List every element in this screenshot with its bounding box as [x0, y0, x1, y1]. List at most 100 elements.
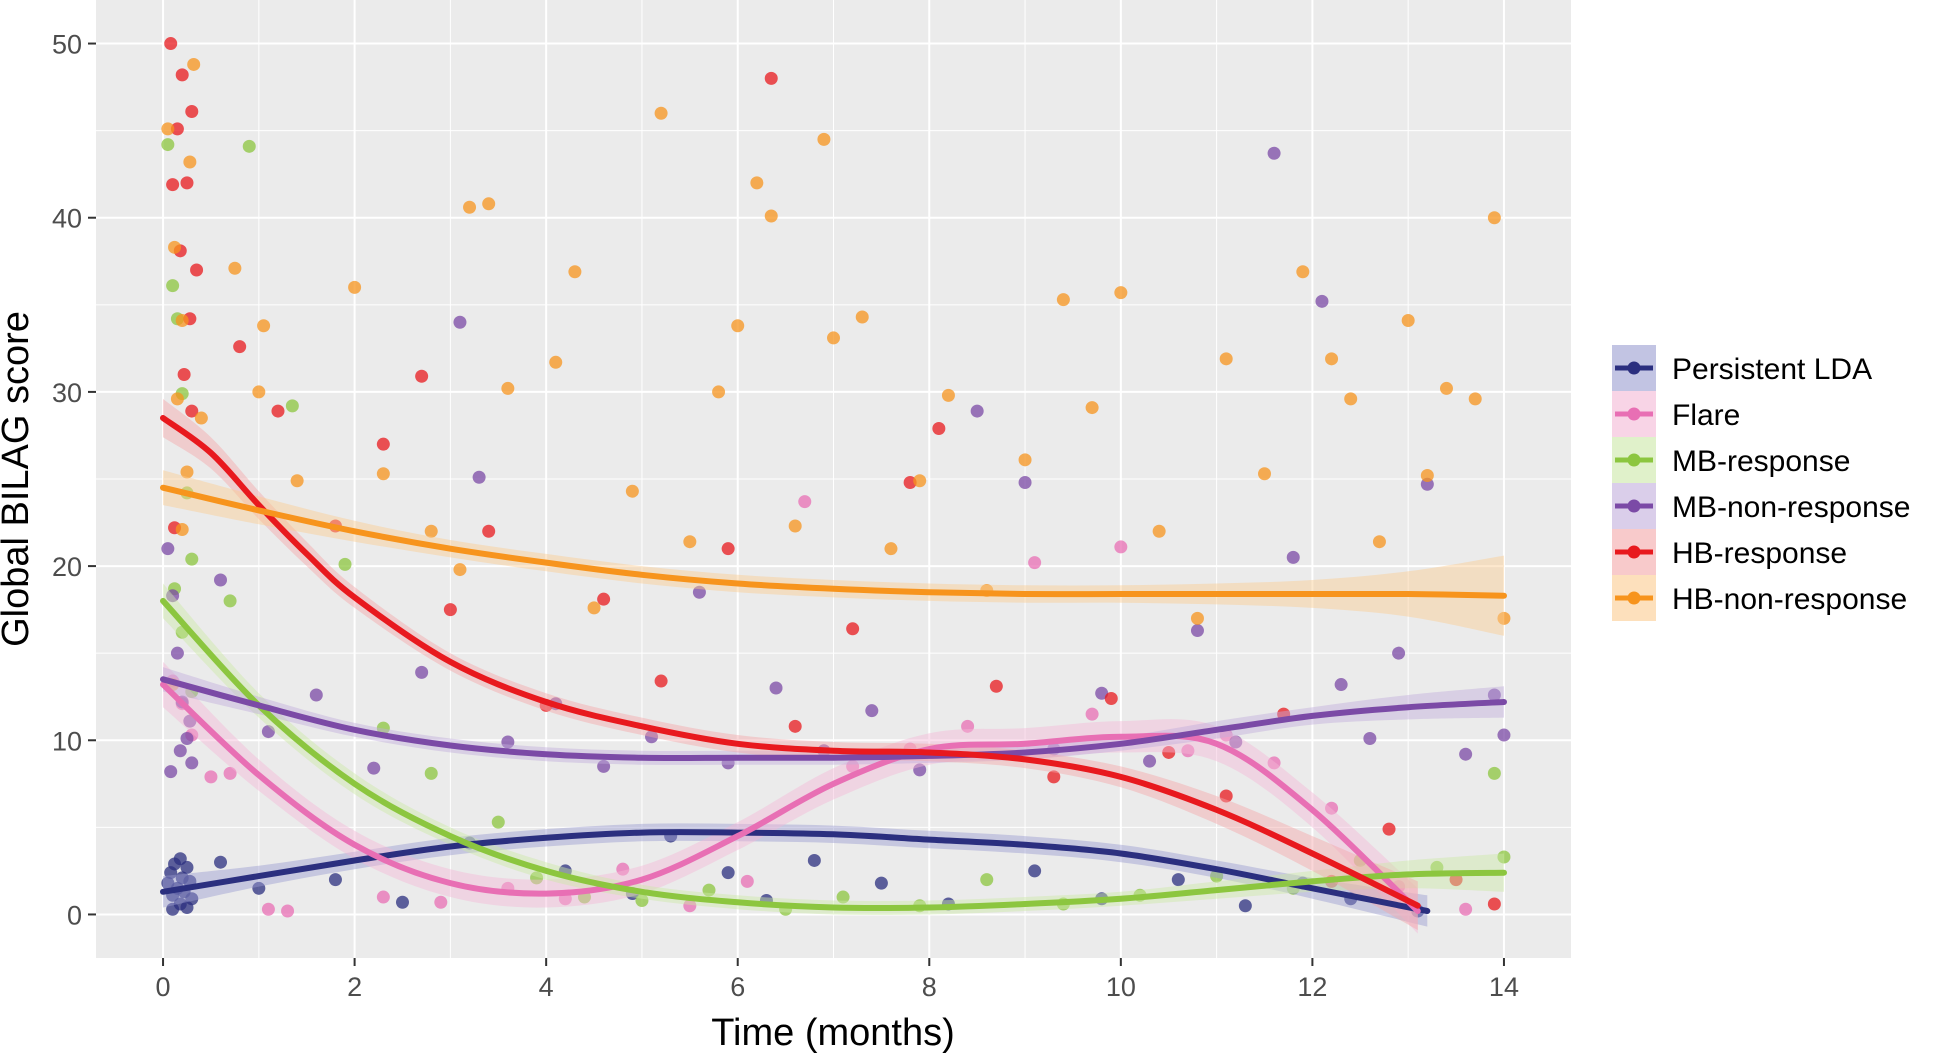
- smooth-line: [160, 681, 1421, 914]
- data-point: [1296, 265, 1310, 279]
- data-point: [180, 732, 194, 746]
- smooth-line: [160, 676, 1507, 761]
- legend-item: MB-response: [1612, 437, 1850, 483]
- data-point: [1152, 524, 1166, 538]
- data-point: [913, 474, 927, 488]
- legend-item: Flare: [1612, 391, 1740, 437]
- data-point: [1401, 313, 1415, 327]
- data-point: [798, 495, 812, 509]
- legend-item: MB-non-response: [1612, 483, 1910, 529]
- data-point: [328, 873, 342, 887]
- data-point: [338, 557, 352, 571]
- legend-key-point: [1627, 453, 1641, 467]
- data-point: [961, 719, 975, 733]
- x-tick-label: 0: [156, 972, 171, 1002]
- data-point: [1028, 556, 1042, 570]
- data-point: [185, 552, 199, 566]
- data-point: [173, 744, 187, 758]
- data-point: [285, 399, 299, 413]
- data-point: [482, 524, 496, 538]
- y-tick-label: 10: [52, 726, 82, 756]
- confidence-band: [163, 661, 1418, 934]
- data-point: [1267, 146, 1281, 160]
- data-point: [616, 862, 630, 876]
- legend-key-point: [1627, 361, 1641, 375]
- data-point: [166, 178, 180, 192]
- data-point: [980, 873, 994, 887]
- data-point: [731, 319, 745, 333]
- data-point: [204, 770, 218, 784]
- data-point: [214, 855, 228, 869]
- x-axis: 0 2 4 6 8 10 12 14: [156, 958, 1519, 1002]
- data-point: [846, 622, 860, 636]
- data-point: [807, 853, 821, 867]
- data-point: [750, 176, 764, 190]
- data-point: [1267, 756, 1281, 770]
- y-tick-label: 0: [67, 900, 82, 930]
- data-point: [170, 122, 184, 136]
- data-point: [1219, 352, 1233, 366]
- data-point: [788, 719, 802, 733]
- data-point: [166, 589, 180, 603]
- data-point: [261, 902, 275, 916]
- x-tick-label: 4: [539, 972, 554, 1002]
- data-point: [721, 542, 735, 556]
- data-point: [1056, 293, 1070, 307]
- smooth-line: [160, 484, 1507, 599]
- data-point: [180, 900, 194, 914]
- data-point: [164, 765, 178, 779]
- data-point: [164, 37, 178, 51]
- data-point: [257, 319, 271, 333]
- data-point: [970, 404, 984, 418]
- data-point: [1162, 745, 1176, 759]
- data-point: [1420, 469, 1434, 483]
- data-point: [185, 756, 199, 770]
- data-point: [177, 367, 191, 381]
- data-point: [376, 721, 390, 735]
- legend-label: MB-response: [1672, 445, 1850, 478]
- data-point: [290, 474, 304, 488]
- data-point: [261, 725, 275, 739]
- data-point: [1372, 535, 1386, 549]
- smooth-line: [160, 829, 1431, 914]
- data-point: [190, 263, 204, 277]
- data-point: [348, 280, 362, 294]
- data-point: [1190, 624, 1204, 638]
- data-point: [1325, 801, 1339, 815]
- data-point: [161, 138, 175, 152]
- data-point: [443, 603, 457, 617]
- data-point: [712, 385, 726, 399]
- data-point: [1181, 744, 1195, 758]
- data-point: [769, 681, 783, 695]
- data-point: [587, 601, 601, 615]
- data-point: [1487, 897, 1501, 911]
- data-point: [1238, 899, 1252, 913]
- data-point: [1028, 864, 1042, 878]
- data-point: [223, 594, 237, 608]
- data-point: [846, 759, 860, 773]
- data-point: [501, 381, 515, 395]
- smooth-line: [160, 597, 1507, 912]
- data-point: [568, 265, 582, 279]
- data-point: [281, 904, 295, 918]
- data-point: [166, 902, 180, 916]
- x-tick-label: 2: [347, 972, 362, 1002]
- data-point: [903, 475, 917, 489]
- legend-item: HB-non-response: [1612, 575, 1907, 621]
- data-point: [1344, 392, 1358, 406]
- data-point: [1325, 352, 1339, 366]
- x-tick-label: 12: [1297, 972, 1327, 1002]
- data-point: [482, 197, 496, 211]
- y-tick-label: 20: [52, 552, 82, 582]
- data-point: [1459, 747, 1473, 761]
- data-point: [721, 866, 735, 880]
- legend-item: HB-response: [1612, 529, 1847, 575]
- data-point: [1104, 691, 1118, 705]
- data-point: [1487, 766, 1501, 780]
- y-tick-label: 40: [52, 204, 82, 234]
- data-point: [1210, 869, 1224, 883]
- data-point: [645, 730, 659, 744]
- data-point: [1487, 688, 1501, 702]
- data-point: [175, 523, 189, 537]
- data-point: [683, 535, 697, 549]
